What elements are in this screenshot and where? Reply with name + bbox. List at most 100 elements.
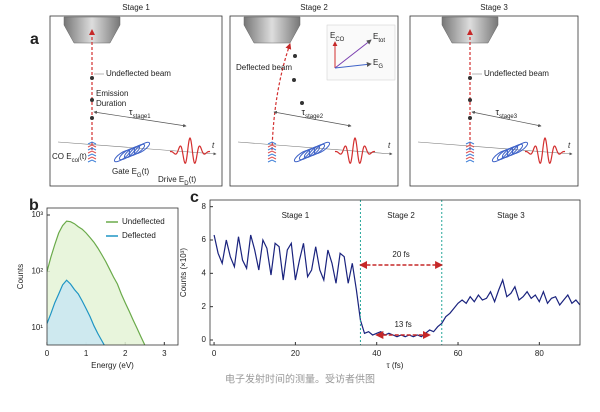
co-field	[87, 141, 97, 145]
beam-label: Deflected beam	[236, 63, 292, 72]
x-tick-label: 0	[212, 349, 217, 358]
x-tick-label: 0	[45, 349, 50, 358]
caption: 电子发射时间的测量。受访者供图	[225, 373, 375, 386]
beam-label: Undeflected beam	[106, 69, 171, 78]
electron	[90, 116, 94, 120]
label-sub: tot	[378, 38, 385, 44]
vector	[334, 61, 372, 69]
area-fill	[47, 280, 106, 345]
label-main: E	[373, 32, 378, 41]
label: Drive ED(t)	[158, 175, 196, 186]
delay-arrow	[93, 110, 187, 128]
co-field	[267, 153, 277, 157]
legend-label: Deflected	[122, 231, 156, 240]
detector	[243, 16, 301, 44]
y-tick-label: 4	[202, 268, 207, 277]
x-tick-label: 40	[372, 349, 381, 358]
x-axis-label: Energy (eV)	[91, 361, 134, 370]
label: EG	[373, 58, 383, 69]
y-tick-label: 10³	[31, 210, 43, 219]
label-main: E	[373, 58, 378, 67]
electron	[90, 98, 94, 102]
gate-pulse	[506, 143, 524, 157]
label-sub: G	[137, 173, 142, 179]
stage-label: Stage 2	[387, 211, 415, 220]
label-main: Gate E	[112, 167, 137, 176]
electron	[468, 98, 472, 102]
t-label: t	[388, 141, 391, 150]
emission-label: Emission	[96, 89, 128, 98]
t-label: t	[212, 141, 215, 150]
y-tick-label: 10²	[31, 267, 43, 276]
time-axis	[417, 141, 573, 156]
co-field	[87, 156, 97, 160]
co-field	[87, 144, 97, 148]
electron	[90, 76, 94, 80]
drive-pulse	[524, 136, 566, 164]
y-tick-label: 10¹	[31, 323, 43, 332]
x-tick-label: 3	[162, 349, 167, 358]
drive-pulse	[334, 136, 376, 164]
plot-frame	[46, 207, 179, 346]
stage-title: Stage 1	[122, 3, 150, 12]
x-tick-label: 20	[291, 349, 300, 358]
y-tick-label: 6	[202, 235, 207, 244]
co-field	[87, 153, 97, 157]
gate-pulse	[298, 147, 316, 161]
vector	[334, 39, 372, 69]
gate-pulse	[501, 145, 519, 159]
duration-label: 13 fs	[394, 320, 411, 329]
label-main: E	[330, 31, 335, 40]
label-end: (t)	[189, 175, 197, 184]
beam-label: Undeflected beam	[484, 69, 549, 78]
emission-label: Duration	[96, 99, 126, 108]
label: Gate EG(t)	[112, 167, 149, 178]
label-main: τ	[129, 107, 133, 117]
gate-pulse	[128, 143, 146, 157]
gate-pulse	[313, 141, 331, 155]
stage-box	[409, 15, 579, 187]
co-field	[465, 147, 475, 151]
gate-pulse	[118, 147, 136, 161]
x-tick-label: 80	[535, 349, 544, 358]
co-field	[267, 147, 277, 151]
gate-pulse	[293, 149, 311, 163]
label-sub: col	[72, 158, 80, 164]
drive-pulse	[169, 136, 211, 164]
x-tick-label: 1	[84, 349, 89, 358]
duration-label: 20 fs	[392, 250, 409, 259]
x-tick-label: 60	[454, 349, 463, 358]
legend-label: Undeflected	[122, 217, 165, 226]
t-label: t	[568, 141, 571, 150]
stage-label: Stage 1	[282, 211, 310, 220]
y-axis-label: Counts (×10³)	[179, 248, 188, 297]
gate-pulse	[303, 145, 321, 159]
label-end: (t)	[142, 167, 150, 176]
label: τstage3	[496, 107, 518, 119]
label: τstage2	[302, 107, 324, 119]
panel-label: a	[30, 31, 39, 48]
y-tick-label: 2	[202, 302, 207, 311]
co-field	[267, 150, 277, 154]
x-axis-label: τ (fs)	[387, 361, 404, 370]
co-field	[87, 159, 97, 163]
series-line	[47, 220, 146, 345]
co-field	[465, 159, 475, 163]
co-field	[267, 144, 277, 148]
electron	[300, 101, 304, 105]
label-sub: CO	[335, 37, 344, 43]
plot	[47, 220, 146, 345]
label-main: τ	[496, 107, 500, 117]
label-sub: D	[184, 181, 189, 187]
delay-arrow	[273, 110, 352, 128]
electron	[293, 54, 297, 58]
gate-pulse	[496, 147, 514, 161]
co-field	[267, 159, 277, 163]
label-sub: stage3	[499, 114, 518, 120]
y-tick-label: 8	[202, 202, 207, 211]
electron	[468, 116, 472, 120]
label: ECO	[330, 31, 345, 42]
co-field	[87, 150, 97, 154]
label-sub: stage1	[133, 114, 152, 120]
label-sub: G	[378, 64, 383, 70]
